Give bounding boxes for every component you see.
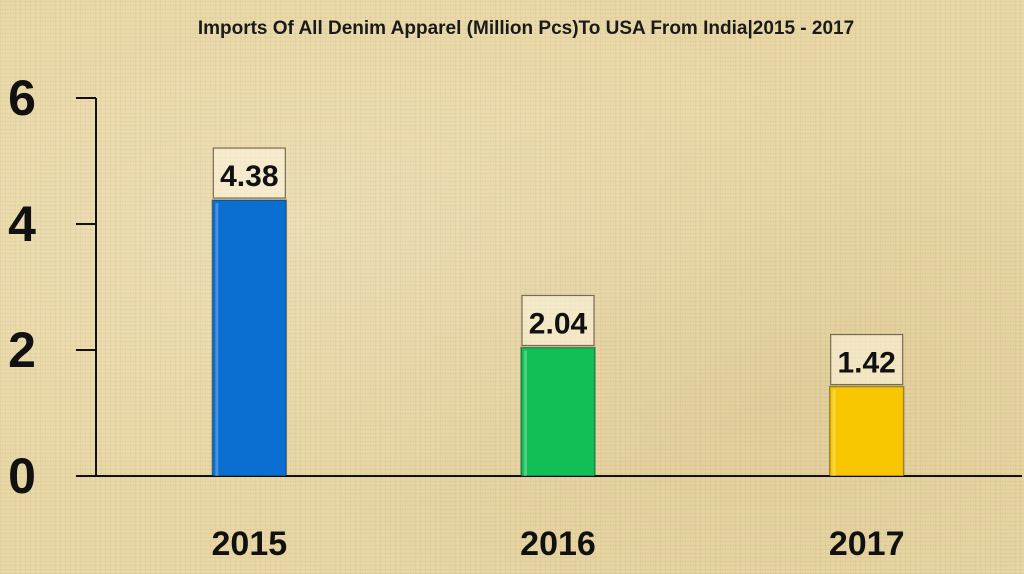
chart-title: Imports Of All Denim Apparel (Million Pc… (198, 18, 854, 39)
bar-2015 (211, 199, 288, 477)
x-tick-label: 2016 (520, 525, 596, 563)
data-label: 2.04 (529, 307, 588, 340)
data-label: 4.38 (220, 160, 278, 193)
x-tick-label: 2015 (212, 525, 288, 563)
bar-highlight (832, 389, 836, 476)
data-labels: 4.38 2.04 1.42 (212, 147, 904, 386)
x-tick-label: 2017 (829, 525, 905, 563)
axes: 0 2 4 6 2015 2016 2017 (8, 70, 1022, 563)
y-tick-label: 2 (8, 322, 36, 378)
data-label-box (521, 294, 595, 347)
data-label-box (830, 333, 904, 386)
y-tick-label: 6 (8, 70, 36, 126)
bar-2016 (520, 346, 596, 477)
bar-2017 (828, 385, 905, 477)
bar-highlight (524, 350, 527, 476)
data-label: 1.42 (837, 347, 895, 380)
y-tick-label: 4 (8, 196, 36, 252)
data-label-box (212, 147, 286, 199)
y-tick-label: 0 (8, 448, 36, 504)
bars (211, 199, 905, 477)
bar-highlight (215, 203, 219, 476)
